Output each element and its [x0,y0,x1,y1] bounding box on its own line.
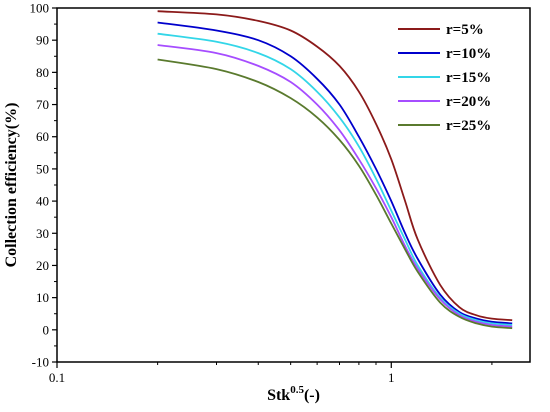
axes-layer: -10 0 10 20 30 40 50 60 70 80 90 100 0.1 1 [30,1,493,385]
y-tick-label: 20 [36,258,49,273]
y-tick-label: -10 [32,355,49,370]
y-tick-label: 0 [43,322,50,337]
x-axis-title-main: Stk [267,387,290,404]
y-tick-label: 80 [36,65,49,80]
series-line [157,58,513,330]
y-tick-label: 90 [36,33,49,48]
series-line [157,44,513,328]
series-layer [157,10,513,330]
legend-label: r=25% [446,118,491,134]
x-axis-title-tail: (-) [304,387,320,404]
y-tick-label: 40 [36,194,49,209]
legend: r=5% r=10% r=15% r=20% r=25% [398,22,491,134]
y-tick-label: 10 [36,290,49,305]
legend-label: r=15% [446,70,491,86]
x-tick-label: 0.1 [49,370,65,385]
legend-label: r=20% [446,94,491,110]
y-axis-title: Collection efficiency(%) [3,103,20,268]
y-tick-label: 60 [36,129,49,144]
x-axis-title-superscript: 0.5 [290,384,304,396]
y-tick-label: 50 [36,161,49,176]
x-axis-title: Stk0.5(-) [267,384,320,404]
legend-label: r=5% [446,22,484,38]
series-line [157,32,513,326]
legend-label: r=10% [446,46,491,62]
x-tick-label: 1 [388,370,395,385]
y-tick-label: 100 [30,1,50,16]
series-line [157,21,513,325]
series-line [157,10,513,322]
y-tick-label: 30 [36,226,49,241]
y-tick-label: 70 [36,97,49,112]
